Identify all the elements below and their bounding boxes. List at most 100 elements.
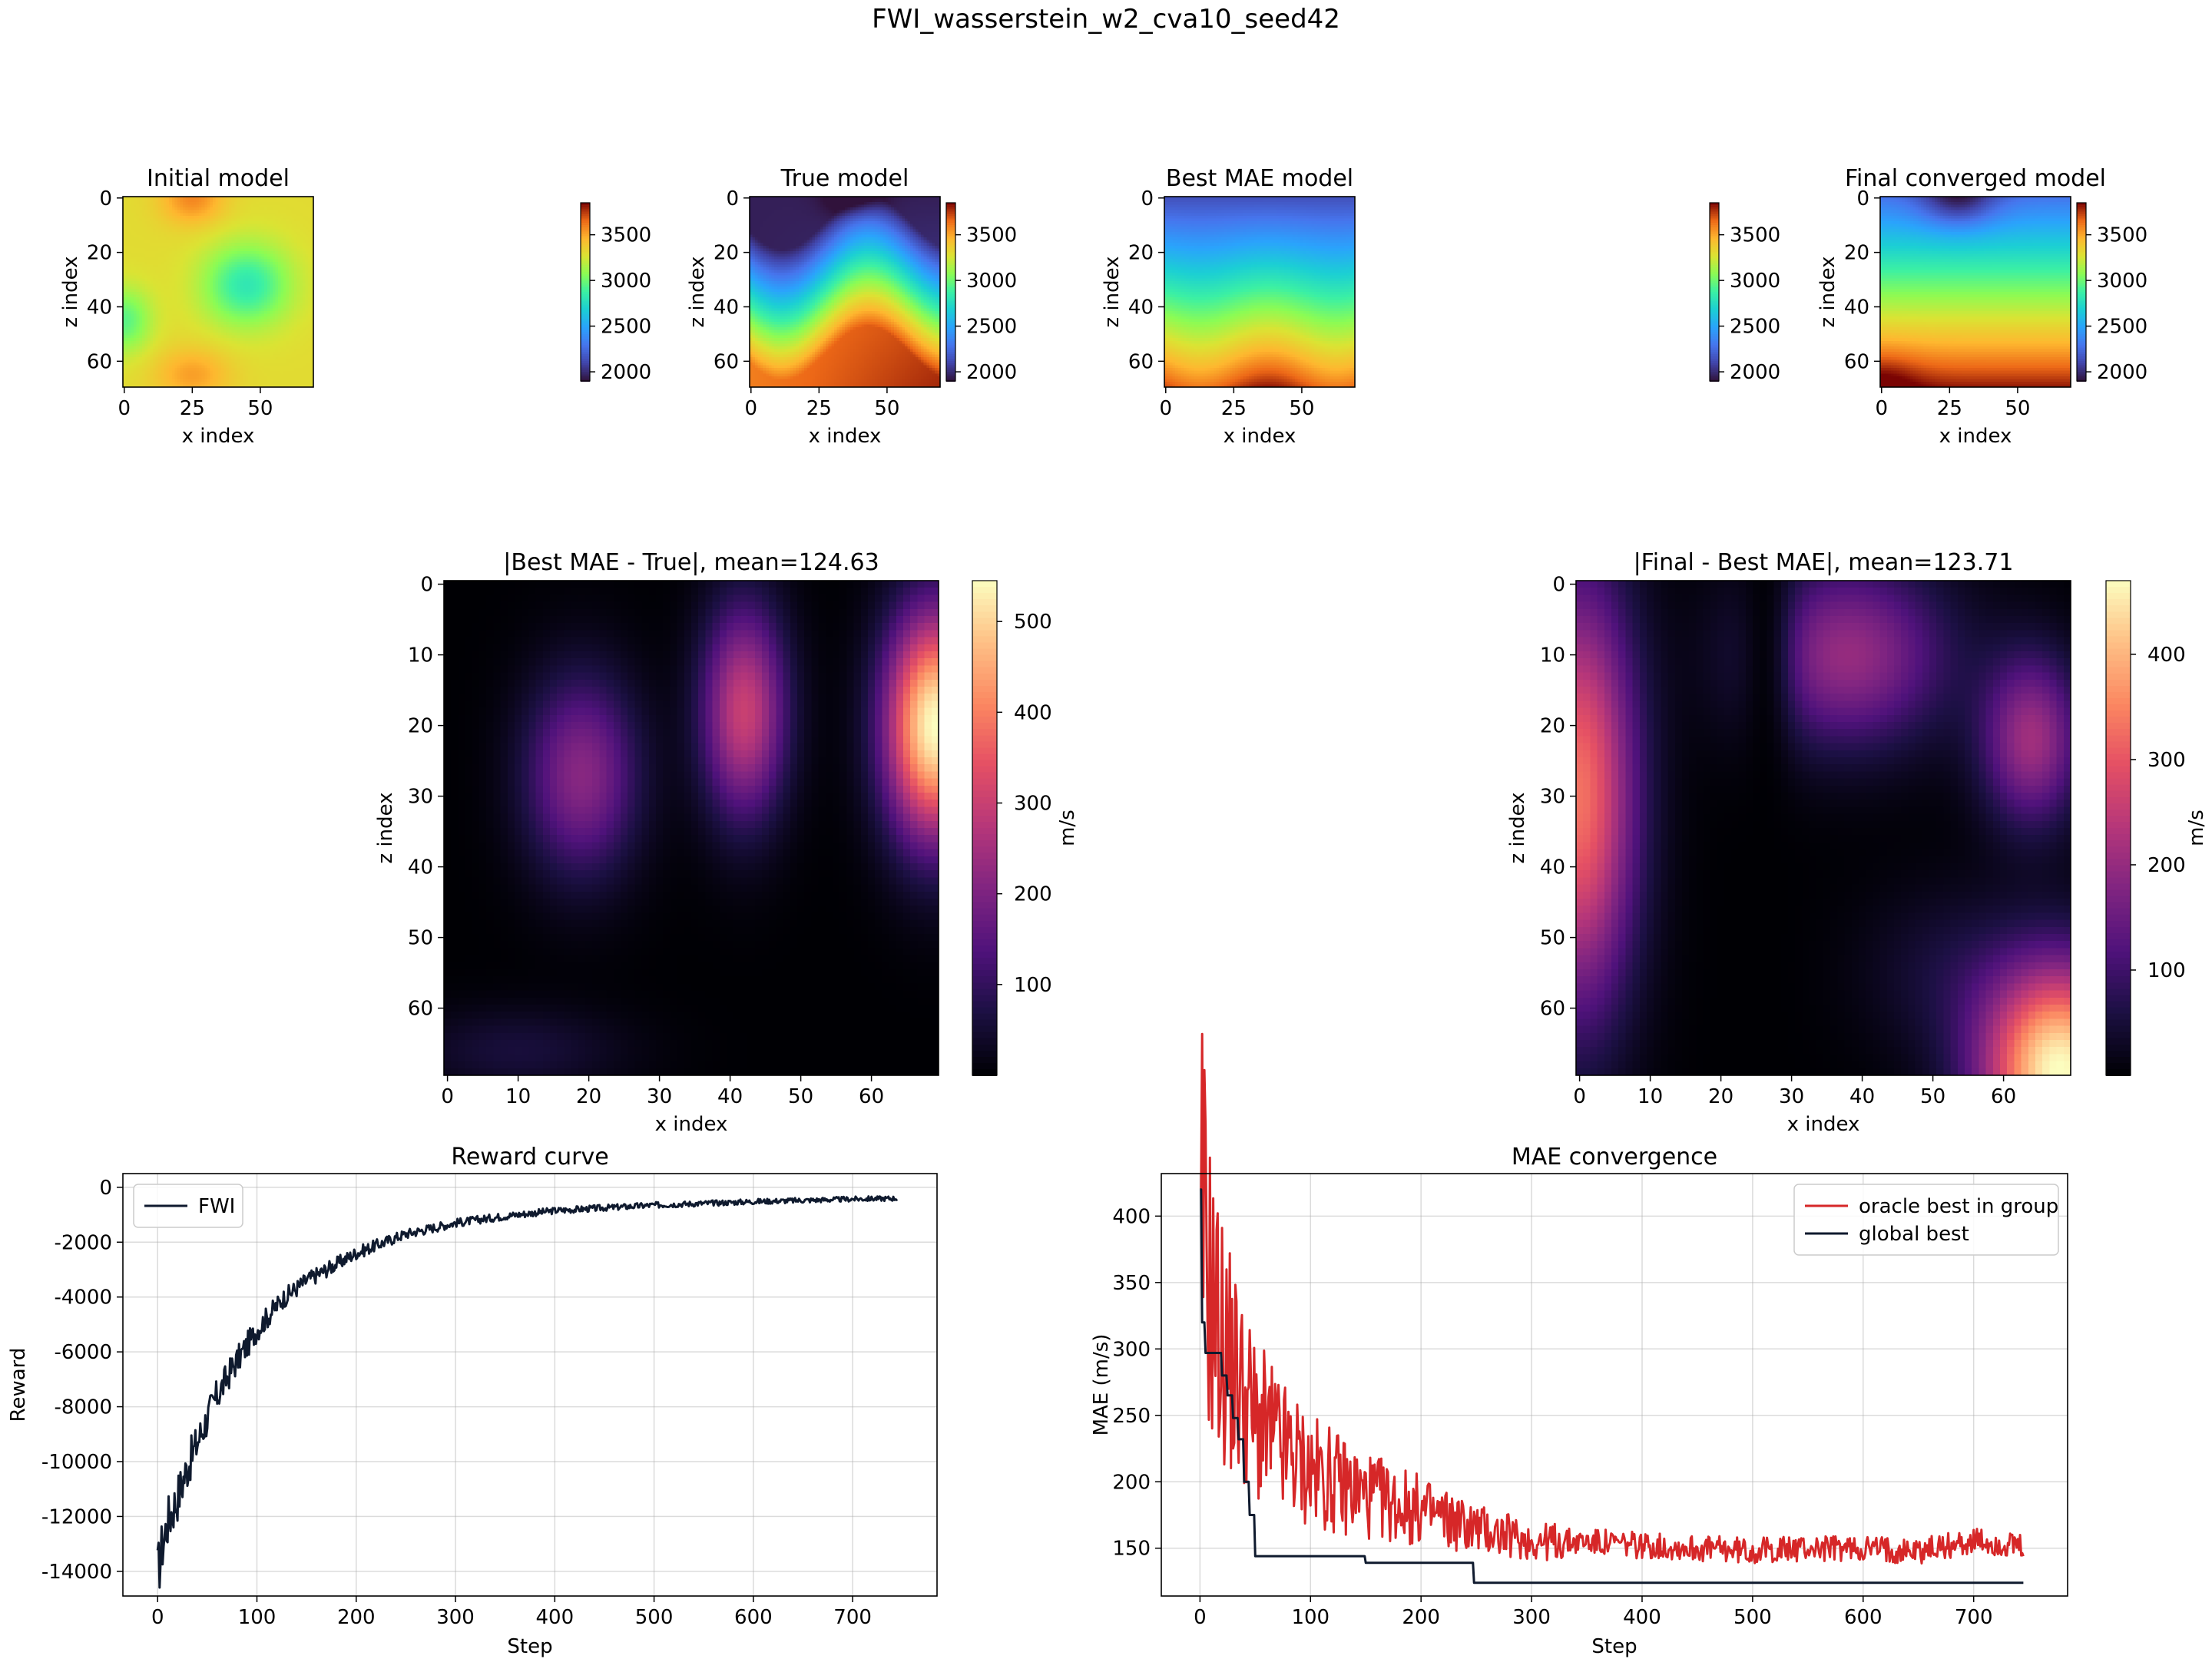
x-tick-label: 500 [1734,1606,1772,1629]
x-tick-label: 25 [180,397,205,420]
z-tick-label: 40 [1844,296,1869,319]
figure-title: FWI_wasserstein_w2_cva10_seed42 [872,4,1340,35]
colorbar [1710,203,1719,382]
x-axis-label: x index [1939,425,2012,448]
heatmap-title: Final converged model [1845,165,2106,192]
y-tick-label: 200 [1112,1471,1151,1494]
y-tick-label: -10000 [41,1451,112,1474]
legend-label: oracle best in group [1859,1195,2058,1218]
colorbar-tick-label: 2500 [601,316,651,339]
colorbar-tick-label: 3500 [966,224,1017,247]
legend-label: FWI [198,1195,235,1218]
heatmap-cells [1164,197,1356,388]
legend-label: global best [1859,1223,1969,1246]
z-axis-label: z index [374,792,397,863]
y-tick-label: 250 [1112,1405,1151,1428]
heatmap-title: Best MAE model [1166,165,1353,192]
colorbar-tick-label: 3000 [966,270,1017,293]
x-tick-label: 20 [1708,1085,1734,1108]
y-tick-label: 150 [1112,1538,1151,1561]
z-tick-label: 50 [408,927,433,950]
z-tick-label: 0 [726,187,739,210]
z-tick-label: 10 [408,644,433,667]
z-tick-label: 30 [1540,786,1565,809]
heatmap-diff2: |Final - Best MAE|, mean=123.710 10 20 30 40… [1506,549,2208,1136]
z-tick-label: 40 [1540,856,1565,879]
colorbar-label: m/s [1056,810,1079,846]
y-tick-label: 300 [1112,1338,1151,1361]
legend: oracle best in group global best [1794,1184,2058,1255]
series-line-primary [157,1197,897,1588]
x-tick-label: 60 [1991,1085,2016,1108]
z-tick-label: 60 [87,350,112,373]
x-tick-label: 25 [806,397,832,420]
colorbar-tick-label: 300 [1014,793,1052,816]
z-tick-label: 0 [99,187,112,210]
colorbar [581,203,590,382]
y-tick-label: 0 [99,1177,112,1200]
colorbar-tick-label: 2500 [1730,316,1780,339]
x-tick-label: 50 [1920,1085,1945,1108]
x-tick-label: 60 [859,1085,884,1108]
x-tick-label: 40 [1849,1085,1875,1108]
z-tick-label: 0 [1552,574,1565,597]
chart-title: Reward curve [451,1144,608,1171]
x-tick-label: 400 [1623,1606,1661,1629]
z-tick-label: 0 [420,574,433,597]
x-axis-label: Step [1591,1635,1637,1658]
colorbar-tick-label: 2500 [2097,316,2147,339]
y-tick-label: -14000 [41,1561,112,1584]
colorbar-tick-label: 2000 [966,361,1017,384]
x-tick-label: 100 [1291,1606,1330,1629]
x-tick-label: 50 [247,397,273,420]
x-tick-label: 50 [1289,397,1314,420]
colorbar-tick-label: 3000 [601,270,651,293]
heatmap-cells [123,197,314,388]
z-tick-label: 30 [408,786,433,809]
x-axis-label: x index [655,1113,728,1136]
colorbar-tick-label: 300 [2147,749,2186,772]
heatmap-title: True model [780,165,909,192]
y-tick-label: -8000 [54,1396,112,1419]
x-tick-label: 600 [734,1606,773,1629]
colorbar-label: m/s [2185,810,2208,846]
heatmap-cells [1880,197,2071,388]
x-tick-label: 50 [874,397,899,420]
z-tick-label: 40 [408,856,433,879]
x-tick-label: 0 [441,1085,454,1108]
heatmap-diff1: |Best MAE - True|, mean=124.630 10 20 30 40 5… [374,549,1079,1136]
x-tick-label: 0 [118,397,131,420]
z-tick-label: 40 [87,296,112,319]
colorbar-tick-label: 100 [2147,959,2186,982]
y-tick-label: -6000 [54,1341,112,1364]
x-tick-label: 25 [1221,397,1247,420]
y-axis-label: MAE (m/s) [1090,1334,1113,1436]
x-tick-label: 10 [505,1085,531,1108]
z-axis-label: z index [686,256,709,327]
colorbar-tick-label: 2000 [1730,361,1780,384]
z-tick-label: 20 [714,242,739,265]
x-tick-label: 0 [1159,397,1172,420]
heatmap-title: Initial model [147,165,290,192]
colorbar [2077,203,2086,382]
z-tick-label: 20 [1540,715,1565,738]
x-tick-label: 200 [337,1606,376,1629]
z-tick-label: 20 [87,242,112,265]
legend: FWI [134,1184,243,1227]
x-tick-label: 0 [1573,1085,1586,1108]
plot-frame [123,1174,937,1596]
chart-title: MAE convergence [1512,1144,1717,1171]
y-tick-label: 350 [1112,1272,1151,1295]
colorbar-tick-label: 3500 [601,224,651,247]
colorbar [2106,581,2131,1076]
colorbar-tick-label: 100 [1014,974,1052,997]
colorbar-tick-label: 2000 [2097,361,2147,384]
x-tick-label: 400 [535,1606,574,1629]
colorbar-tick-label: 2000 [601,361,651,384]
x-tick-label: 100 [238,1606,276,1629]
colorbar [946,203,955,382]
colorbar-tick-label: 2500 [966,316,1017,339]
x-tick-label: 0 [744,397,757,420]
x-tick-label: 200 [1402,1606,1440,1629]
